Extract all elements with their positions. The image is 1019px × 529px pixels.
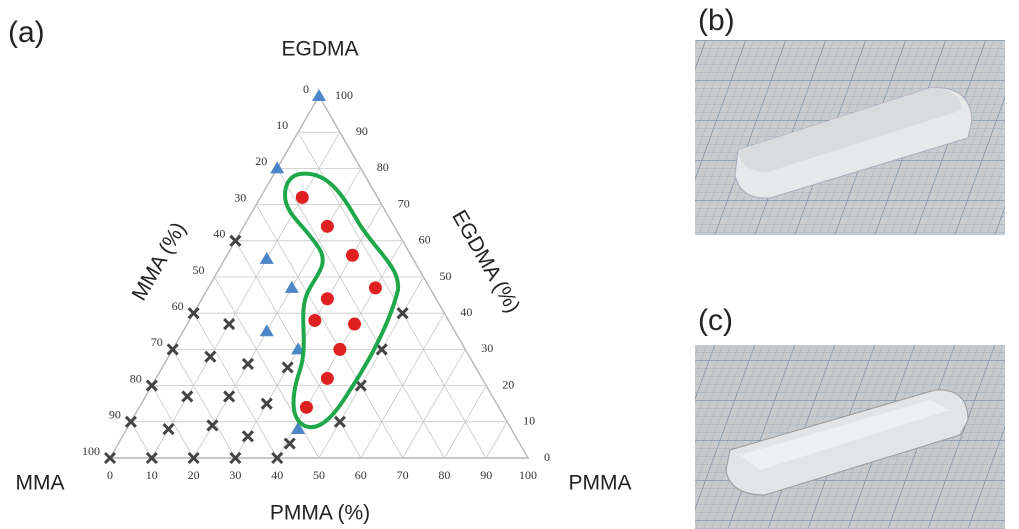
x-tick-label: 90 <box>480 468 492 482</box>
right-tick-label: 100 <box>335 88 353 102</box>
point <box>296 191 309 204</box>
point <box>182 391 192 401</box>
figure: (a) (b) (c) 0102030405060708090100010203… <box>0 0 1019 529</box>
right-tick-label: 20 <box>502 377 514 391</box>
vertex-label: PMMA <box>569 472 632 495</box>
photo-c <box>695 345 1005 529</box>
point <box>369 281 382 294</box>
axis-title: PMMA (%) <box>270 502 370 525</box>
grid-line <box>486 422 507 458</box>
left-tick-label: 0 <box>303 82 309 96</box>
point <box>321 220 334 233</box>
left-tick-label: 50 <box>193 263 205 277</box>
left-tick-label: 100 <box>82 444 100 458</box>
point <box>224 391 234 401</box>
point <box>321 292 334 305</box>
point <box>262 399 272 409</box>
right-tick-label: 60 <box>419 233 431 247</box>
right-tick-label: 50 <box>440 269 452 283</box>
x-tick-label: 40 <box>271 468 283 482</box>
x-tick-label: 30 <box>229 468 241 482</box>
point <box>243 431 253 441</box>
grid-line <box>319 277 424 458</box>
axis-title: EGDMA (%) <box>447 206 524 317</box>
right-tick-label: 70 <box>398 196 410 210</box>
point <box>270 161 284 173</box>
point <box>348 318 361 331</box>
vertex-label: MMA <box>16 472 65 495</box>
x-tick-label: 20 <box>188 468 200 482</box>
grid-line <box>235 205 381 458</box>
point <box>308 314 321 327</box>
point <box>205 352 215 362</box>
grid-line <box>173 349 236 458</box>
left-tick-label: 30 <box>234 190 246 204</box>
x-tick-label: 10 <box>146 468 158 482</box>
photo-b <box>695 40 1005 235</box>
point <box>224 319 234 329</box>
right-tick-label: 30 <box>481 341 493 355</box>
x-tick-label: 70 <box>397 468 409 482</box>
left-tick-label: 10 <box>276 118 288 132</box>
point <box>312 89 326 101</box>
right-tick-label: 0 <box>544 450 550 464</box>
right-tick-label: 10 <box>523 414 535 428</box>
right-tick-label: 80 <box>377 160 389 174</box>
grid-line <box>131 422 152 458</box>
left-tick-label: 70 <box>151 335 163 349</box>
point <box>283 363 293 373</box>
point <box>243 359 253 369</box>
left-tick-label: 60 <box>172 299 184 313</box>
point <box>164 424 174 434</box>
point <box>333 343 346 356</box>
vertex-label: EGDMA <box>281 38 358 61</box>
right-tick-label: 90 <box>356 124 368 138</box>
panel-label: (b) <box>698 4 735 37</box>
point <box>321 372 334 385</box>
point <box>285 439 295 449</box>
left-tick-label: 80 <box>130 371 142 385</box>
left-tick-label: 40 <box>213 227 225 241</box>
x-tick-label: 60 <box>355 468 367 482</box>
panel-label: (c) <box>698 304 733 337</box>
x-tick-label: 50 <box>313 468 325 482</box>
x-tick-label: 0 <box>107 468 113 482</box>
left-tick-label: 90 <box>109 408 121 422</box>
x-tick-label: 80 <box>438 468 450 482</box>
grid-line <box>403 349 466 458</box>
x-tick-label: 100 <box>519 468 537 482</box>
axis-title: MMA (%) <box>128 218 191 304</box>
point <box>260 252 274 264</box>
point <box>300 401 313 414</box>
right-tick-label: 40 <box>460 305 472 319</box>
point <box>346 249 359 262</box>
left-tick-label: 20 <box>255 154 267 168</box>
point <box>285 281 299 293</box>
point <box>260 324 274 336</box>
panel-label: (a) <box>8 16 45 49</box>
